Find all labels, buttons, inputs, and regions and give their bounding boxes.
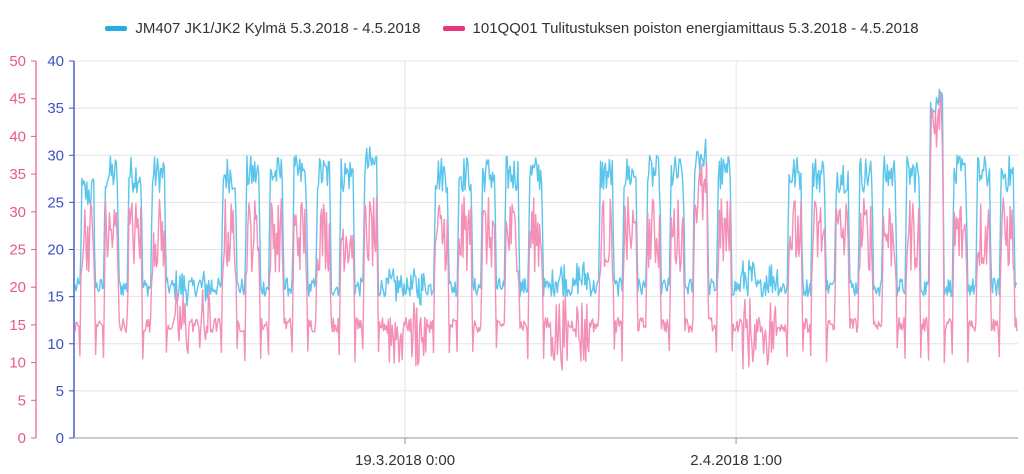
y-axis-inner-tick-label: 35 [47, 100, 64, 117]
y-axis-outer-tick-label: 40 [9, 128, 26, 145]
legend-swatch-series-2 [442, 25, 465, 31]
y-axis-outer-tick-label: 20 [9, 279, 26, 296]
y-axis-outer-tick-label: 15 [9, 317, 26, 334]
series-line-2 [74, 90, 1018, 371]
legend-item-series-2[interactable]: 101QQ01 Tulitustuksen poiston energiamit… [442, 19, 919, 37]
y-axis-outer-tick-label: 5 [18, 392, 26, 409]
y-axis-outer-tick-label: 10 [9, 355, 26, 372]
y-axis-outer-tick-label: 30 [9, 204, 26, 221]
legend-item-series-1[interactable]: JM407 JK1/JK2 Kylmä 5.3.2018 - 4.5.2018 [105, 19, 421, 37]
y-axis-inner-tick-label: 30 [47, 147, 64, 164]
y-axis-inner-tick-label: 0 [56, 430, 64, 447]
y-axis-outer-tick-label: 25 [9, 242, 26, 259]
y-axis-outer-tick-label: 45 [9, 91, 26, 108]
y-axis-inner-tick-label: 25 [47, 194, 64, 211]
x-tick-label: 2.4.2018 1:00 [690, 452, 782, 469]
x-tick-label: 19.3.2018 0:00 [355, 452, 455, 469]
y-axis-outer-tick-label: 0 [18, 430, 26, 447]
series-line-1 [74, 88, 1018, 307]
legend-label-series-2: 101QQ01 Tulitustuksen poiston energiamit… [472, 19, 919, 37]
y-axis-outer-tick-label: 35 [9, 166, 26, 183]
y-axis-inner-tick-label: 40 [47, 53, 64, 70]
y-axis-outer-tick-label: 50 [9, 53, 26, 70]
chart-legend: JM407 JK1/JK2 Kylmä 5.3.2018 - 4.5.2018 … [0, 14, 1024, 42]
y-axis-inner-tick-label: 20 [47, 242, 64, 259]
y-axis-inner-tick-label: 5 [56, 383, 64, 400]
legend-label-series-1: JM407 JK1/JK2 Kylmä 5.3.2018 - 4.5.2018 [135, 19, 421, 37]
y-axis-inner-tick-label: 10 [47, 336, 64, 353]
legend-swatch-series-1 [105, 25, 128, 31]
y-axis-inner-tick-label: 15 [47, 289, 64, 306]
